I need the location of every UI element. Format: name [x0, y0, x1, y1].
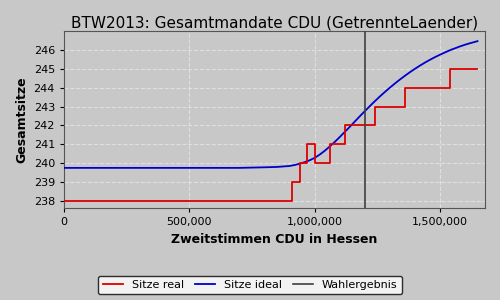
- Legend: Sitze real, Sitze ideal, Wahlergebnis: Sitze real, Sitze ideal, Wahlergebnis: [98, 276, 402, 294]
- Y-axis label: Gesamtsitze: Gesamtsitze: [15, 76, 28, 163]
- Title: BTW2013: Gesamtmandate CDU (GetrennteLaender): BTW2013: Gesamtmandate CDU (GetrennteLae…: [71, 15, 478, 30]
- X-axis label: Zweitstimmen CDU in Hessen: Zweitstimmen CDU in Hessen: [172, 233, 378, 246]
